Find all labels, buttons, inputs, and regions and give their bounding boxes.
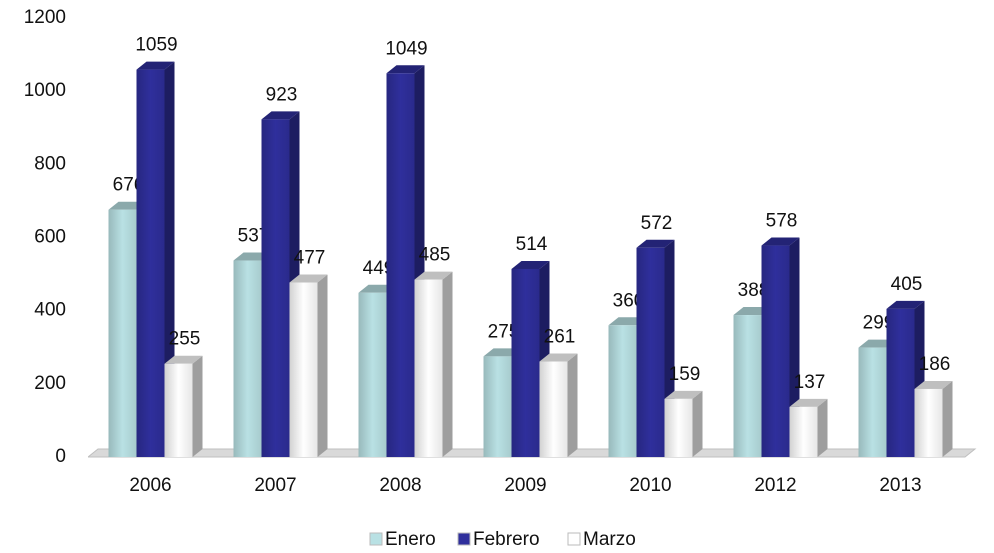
bar-top	[164, 355, 203, 364]
bar	[164, 363, 193, 457]
bar	[483, 356, 512, 457]
x-tick-label: 2007	[254, 475, 296, 496]
bar-top	[136, 61, 175, 70]
data-label: 923	[266, 84, 298, 105]
legend-swatch	[369, 532, 383, 546]
legend-label: Marzo	[583, 529, 636, 550]
bar-side	[442, 271, 453, 457]
bar	[386, 73, 415, 457]
bar-side	[817, 398, 828, 457]
data-label: 578	[766, 211, 798, 232]
bar-side	[192, 355, 203, 457]
bar-top	[664, 390, 703, 399]
bar	[914, 388, 943, 457]
x-tick-label: 2009	[504, 475, 546, 496]
bar-top	[289, 274, 328, 283]
data-label: 537	[238, 226, 270, 247]
bar-top	[386, 65, 425, 74]
legend-swatch	[567, 532, 581, 546]
legend-label: Febrero	[473, 529, 540, 550]
bar	[858, 347, 887, 457]
data-label: 1049	[385, 38, 427, 59]
bar	[233, 260, 262, 457]
data-label: 514	[516, 234, 548, 255]
data-label: 186	[919, 354, 951, 375]
y-tick-label: 0	[55, 446, 66, 467]
bar-top	[539, 353, 578, 362]
y-tick-label: 800	[34, 153, 66, 174]
bar	[511, 268, 540, 457]
bar	[539, 361, 568, 457]
bar	[608, 325, 637, 457]
x-tick-label: 2008	[379, 475, 421, 496]
bar-top	[789, 398, 828, 407]
bar	[289, 282, 318, 457]
data-label: 449	[363, 258, 395, 279]
data-label: 275	[488, 321, 520, 342]
bar-top	[261, 111, 300, 120]
data-label: 388	[738, 280, 770, 301]
data-label: 137	[794, 372, 826, 393]
x-tick-label: 2010	[629, 475, 671, 496]
y-tick-label: 1000	[24, 80, 66, 101]
data-label: 572	[641, 213, 673, 234]
bar-top	[511, 260, 550, 269]
bar-side	[692, 390, 703, 457]
data-label: 676	[113, 175, 145, 196]
bar-top	[886, 300, 925, 309]
legend-label: Enero	[385, 529, 436, 550]
y-tick-label: 200	[34, 373, 66, 394]
bar-top	[761, 237, 800, 246]
y-tick-label: 400	[34, 300, 66, 321]
bar-top	[636, 239, 675, 248]
data-label: 255	[169, 329, 201, 350]
bar	[733, 315, 762, 457]
data-label: 477	[294, 248, 326, 269]
x-tick-label: 2006	[129, 475, 171, 496]
data-label: 261	[544, 327, 576, 348]
data-label: 405	[891, 274, 923, 295]
x-tick-label: 2012	[754, 475, 796, 496]
bar	[636, 247, 665, 457]
bar	[414, 279, 443, 457]
bar	[789, 406, 818, 457]
bar-side	[942, 380, 953, 457]
bar-top	[914, 380, 953, 389]
y-tick-label: 1200	[24, 7, 66, 28]
data-label: 360	[613, 290, 645, 311]
bar	[761, 245, 790, 457]
data-label: 299	[863, 313, 895, 334]
bar-top	[414, 271, 453, 280]
bar-side	[317, 274, 328, 457]
bar	[261, 119, 290, 458]
bar-side	[567, 353, 578, 457]
data-label: 1059	[135, 35, 177, 56]
y-tick-label: 600	[34, 227, 66, 248]
bar	[664, 398, 693, 457]
bar	[136, 69, 165, 458]
data-label: 485	[419, 245, 451, 266]
legend-swatch	[457, 532, 471, 546]
bar	[358, 292, 387, 457]
data-label: 159	[669, 364, 701, 385]
x-tick-label: 2013	[879, 475, 921, 496]
bar	[108, 209, 137, 457]
bar	[886, 308, 915, 457]
